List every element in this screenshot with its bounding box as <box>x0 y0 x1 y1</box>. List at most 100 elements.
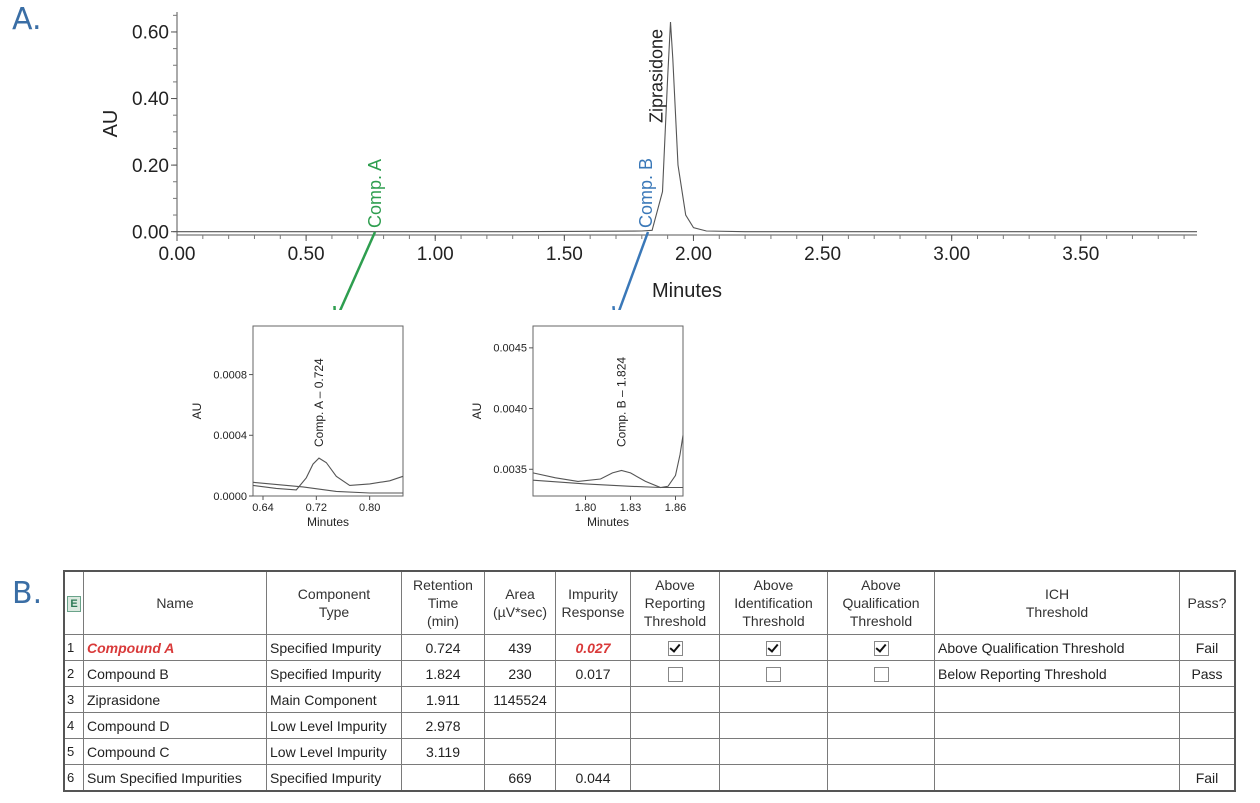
table-row[interactable]: 2 Compound B Specified Impurity 1.824 230 0.0… <box>63 660 1236 687</box>
inset-comp-b-chart: 1.80 1.83 1.86 0.0035 0.0040 0.0045 Minutes AU C… <box>470 325 686 529</box>
cell-retention-time: 1.824 <box>401 660 485 687</box>
inset-b-peak-label: Comp. B – 1.824 <box>615 357 629 447</box>
x-tick-label: 1.86 <box>665 502 686 514</box>
cell-name-text: Compound C <box>87 743 170 760</box>
impurity-results-table: E Name Component Type Retention Time (min) … <box>63 570 1236 792</box>
x-tick-label: 2.50 <box>804 244 841 265</box>
y-axis-label: AU <box>100 110 122 138</box>
y-tick-label: 0.0000 <box>213 491 247 503</box>
cell-pass <box>1179 738 1236 765</box>
y-tick-label: 0.0008 <box>213 369 247 381</box>
threshold-checkbox[interactable] <box>766 666 781 682</box>
y-tick-label: 0.00 <box>132 222 169 243</box>
table-row[interactable]: 1 Compound A Specified Impurity 0.724 439 0.0… <box>63 634 1236 661</box>
table-row[interactable]: 5 Compound C Low Level Impurity 3.119 <box>63 738 1236 765</box>
cell-component-type-text: Specified Impurity <box>270 769 382 786</box>
threshold-checkbox[interactable] <box>667 640 683 656</box>
threshold-checkbox[interactable] <box>766 640 781 656</box>
cell-impurity-response: 0.027 <box>555 634 631 661</box>
y-tick-label: 0.0004 <box>213 430 247 442</box>
cell-name: Compound D <box>83 712 267 739</box>
x-tick-label: 3.50 <box>1062 244 1099 265</box>
cell-above-identification[interactable] <box>719 660 828 687</box>
header-above-qualification: Above Qualification Threshold <box>827 570 935 635</box>
cell-name-text: Compound D <box>87 717 170 734</box>
cell-impurity-response-text: 0.017 <box>575 665 611 682</box>
row-number: 4 <box>63 712 84 739</box>
table-row[interactable]: 4 Compound D Low Level Impurity 2.978 <box>63 712 1236 739</box>
cell-pass: Fail <box>1179 764 1236 792</box>
cell-area: 439 <box>484 634 556 661</box>
threshold-checkbox[interactable] <box>667 666 683 682</box>
cell-area: 669 <box>484 764 556 792</box>
cell-above-reporting <box>630 686 720 713</box>
header-above-identification: Above Identification Threshold <box>719 570 828 635</box>
row-number-text: 2 <box>67 666 75 681</box>
cell-name: Ziprasidone <box>83 686 267 713</box>
cell-name: Compound A <box>83 634 267 661</box>
cell-above-reporting[interactable] <box>630 660 720 687</box>
cell-ich-threshold-text: Below Reporting Threshold <box>938 665 1107 682</box>
row-number: 5 <box>63 738 84 765</box>
cell-pass-text: Fail <box>1195 639 1219 656</box>
x-tick-label: 1.50 <box>546 244 583 265</box>
cell-impurity-response: 0.044 <box>555 764 631 792</box>
cell-above-qualification[interactable] <box>827 660 935 687</box>
panel-a-label: A. <box>12 2 42 37</box>
y-tick-label: 0.0035 <box>493 464 527 476</box>
x-tick-label: 0.50 <box>288 244 325 265</box>
y-tick-label: 0.0040 <box>493 403 527 415</box>
cell-above-identification[interactable] <box>719 634 828 661</box>
cell-name-text: Compound B <box>87 665 169 682</box>
series-line-0 <box>252 457 404 491</box>
cell-above-reporting[interactable] <box>630 634 720 661</box>
y-axis-label: AU <box>470 403 484 420</box>
cell-impurity-response-text: 0.027 <box>575 639 611 656</box>
header-name: Name <box>83 570 267 635</box>
series-line-1 <box>252 481 403 494</box>
cell-ich-threshold <box>934 686 1180 713</box>
cell-area-text: 230 <box>508 665 532 682</box>
x-tick-label: 0.64 <box>252 502 273 514</box>
x-tick-label: 0.72 <box>306 502 327 514</box>
x-tick-label: 3.00 <box>933 244 970 265</box>
threshold-checkbox[interactable] <box>873 666 889 682</box>
x-tick-label: 1.80 <box>575 502 596 514</box>
cell-pass: Fail <box>1179 634 1236 661</box>
threshold-checkbox[interactable] <box>873 640 889 656</box>
cell-retention-time-text: 0.724 <box>425 639 461 656</box>
cell-area: 230 <box>484 660 556 687</box>
header-retention-time: Retention Time (min) <box>401 570 485 635</box>
cell-component-type: Main Component <box>266 686 402 713</box>
x-tick-label: 0.00 <box>159 244 196 265</box>
cell-name: Sum Specified Impurities <box>83 764 267 792</box>
row-number: 3 <box>63 686 84 713</box>
main-chromatogram: 0.00 0.50 1.00 1.50 2.00 2.50 3.00 3.50 0.00 0.20… <box>100 12 1197 310</box>
cell-component-type: Low Level Impurity <box>266 712 402 739</box>
cell-above-qualification[interactable] <box>827 634 935 661</box>
table-row[interactable]: 6 Sum Specified Impurities Specified Impur… <box>63 764 1236 792</box>
row-number-text: 6 <box>67 770 75 785</box>
cell-retention-time-text: 2.978 <box>425 717 461 734</box>
cell-area-text: 1145524 <box>493 691 547 708</box>
cell-pass <box>1179 712 1236 739</box>
panel-b-label: B. <box>12 576 43 611</box>
grid-corner-icon: E <box>67 596 81 612</box>
series-line-1 <box>532 479 683 489</box>
table-row[interactable]: 3 Ziprasidone Main Component 1.911 1145524 <box>63 686 1236 713</box>
cell-area <box>484 738 556 765</box>
x-tick-label: 1.83 <box>620 502 641 514</box>
cell-above-qualification <box>827 738 935 765</box>
table-header-row: E Name Component Type Retention Time (min) … <box>63 570 1236 635</box>
comp-a-label: Comp. A <box>365 159 385 228</box>
cell-retention-time: 2.978 <box>401 712 485 739</box>
cell-above-identification <box>719 764 828 792</box>
cell-name: Compound B <box>83 660 267 687</box>
cell-above-qualification <box>827 764 935 792</box>
row-number: 6 <box>63 764 84 792</box>
cell-component-type: Specified Impurity <box>266 764 402 792</box>
cell-above-identification <box>719 686 828 713</box>
header-above-reporting: Above Reporting Threshold <box>630 570 720 635</box>
table-corner-cell[interactable]: E <box>63 570 84 635</box>
cell-impurity-response <box>555 712 631 739</box>
